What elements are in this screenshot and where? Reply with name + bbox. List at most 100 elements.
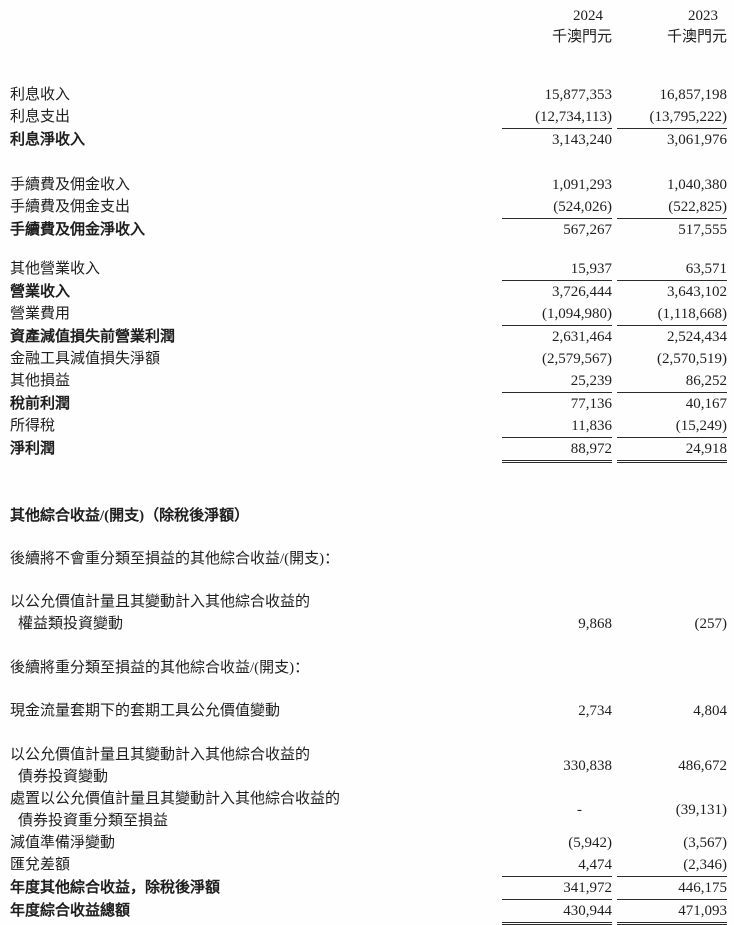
row-label: 所得稅 — [10, 418, 56, 434]
value-2024: 15,877,353 — [544, 87, 613, 103]
row-label: 營業費用 — [10, 306, 71, 322]
table-row: 利息收入 15,877,353 16,857,198 — [10, 84, 727, 106]
section-heading: 後續將不會重分類至損益的其他綜合收益/(開支)： — [10, 551, 340, 567]
table-row: 處置以公允價值計量且其變動計入其他綜合收益的 債券投資重分類至損益 - (39,131… — [10, 788, 727, 832]
row-label: 減值準備淨變動 — [10, 835, 116, 851]
value-2024: (5,942) — [568, 835, 612, 851]
table-row: 手續費及佣金收入 1,091,293 1,040,380 — [10, 174, 727, 196]
value-2023: 63,571 — [617, 258, 727, 281]
row-label: 其他營業收入 — [10, 261, 101, 277]
value-2024: 2,631,464 — [552, 329, 612, 345]
row-label: 金融工具減值損失淨額 — [10, 351, 161, 367]
value-2023: (1,118,668) — [617, 303, 727, 326]
row-label: 匯兌差額 — [10, 857, 71, 873]
year-2024-header: 2024 — [573, 8, 603, 24]
value-2024: 430,944 — [502, 900, 612, 925]
value-2023: 486,672 — [678, 758, 727, 774]
row-label: 處置以公允價值計量且其變動計入其他綜合收益的 債券投資重分類至損益 — [10, 788, 502, 832]
row-label: 利息支出 — [10, 109, 71, 125]
row-label: 淨利潤 — [10, 441, 56, 457]
unit-2024-header: 千澳門元 — [551, 29, 612, 45]
value-2023: 40,167 — [685, 396, 727, 412]
row-label: 利息淨收入 — [10, 132, 86, 148]
row-label: 以公允價值計量且其變動計入其他綜合收益的權益類投資變動 — [10, 591, 502, 635]
header-spacer — [10, 27, 502, 48]
table-row: 年度其他綜合收益，除稅後淨額 341,972 446,175 — [10, 877, 727, 900]
section-heading-row: 後續將不會重分類至損益的其他綜合收益/(開支)： — [10, 548, 727, 570]
value-2023: 2,524,434 — [667, 329, 727, 345]
value-2024: 330,838 — [563, 758, 612, 774]
row-label: 稅前利潤 — [10, 396, 71, 412]
value-2023: 3,061,976 — [667, 132, 727, 148]
unit-2023-header: 千澳門元 — [666, 29, 727, 45]
row-label: 現金流量套期下的套期工具公允價值變動 — [10, 703, 281, 719]
value-2023: 471,093 — [617, 900, 727, 925]
value-2023: 446,175 — [617, 877, 727, 900]
value-2024: (524,026) — [502, 196, 612, 219]
table-row: 其他營業收入 15,937 63,571 — [10, 258, 727, 281]
table-row: 以公允價值計量且其變動計入其他綜合收益的債券投資變動 330,838 486,672 — [10, 744, 727, 788]
section-heading-row: 其他綜合收益/(開支)（除稅後淨額） — [10, 505, 727, 527]
table-row: 年度綜合收益總額 430,944 471,093 — [10, 900, 727, 925]
value-2023: (15,249) — [617, 415, 727, 438]
row-label-line: 債券投資重分類至損益 — [18, 813, 169, 829]
year-2023-header: 2023 — [688, 8, 718, 24]
row-label-line: 以公允價值計量且其變動計入其他綜合收益的 — [10, 747, 311, 763]
value-2023: 86,252 — [617, 370, 727, 393]
value-2023: (13,795,222) — [617, 106, 727, 129]
row-label: 以公允價值計量且其變動計入其他綜合收益的債券投資變動 — [10, 744, 502, 788]
value-2024: 567,267 — [563, 222, 612, 238]
year-header-row: 2024 2023 — [10, 6, 727, 27]
header-spacer — [10, 6, 502, 27]
table-row: 營業費用 (1,094,980) (1,118,668) — [10, 303, 727, 326]
value-2024: 9,868 — [578, 616, 612, 632]
value-2023: 4,804 — [693, 703, 727, 719]
table-row: 匯兌差額 4,474 (2,346) — [10, 854, 727, 877]
value-2024: 4,474 — [502, 854, 612, 877]
row-label: 資產減值損失前營業利潤 — [10, 329, 176, 345]
statement-rows: 利息收入 15,877,353 16,857,198 利息支出 (12,734,113)… — [10, 84, 727, 925]
section-heading: 其他綜合收益/(開支)（除稅後淨額） — [10, 508, 250, 524]
value-2024: 77,136 — [570, 396, 612, 412]
row-label: 手續費及佣金支出 — [10, 199, 131, 215]
value-2023: 16,857,198 — [659, 87, 728, 103]
row-label-line: 以公允價值計量且其變動計入其他綜合收益的 — [10, 594, 311, 610]
row-label: 營業收入 — [10, 284, 71, 300]
value-2023: (2,346) — [617, 854, 727, 877]
table-row: 減值準備淨變動 (5,942) (3,567) — [10, 832, 727, 854]
value-2024: 11,836 — [502, 415, 612, 438]
table-row: 淨利潤 88,972 24,918 — [10, 438, 727, 463]
value-2023: 517,555 — [678, 222, 727, 238]
row-label: 利息收入 — [10, 87, 71, 103]
row-label-line: 債券投資變動 — [18, 769, 109, 785]
value-2024: (12,734,113) — [502, 106, 612, 129]
value-2023: 24,918 — [617, 438, 727, 463]
value-2023: (257) — [694, 616, 728, 632]
table-row: 手續費及佣金淨收入 567,267 517,555 — [10, 219, 727, 241]
table-row: 現金流量套期下的套期工具公允價值變動 2,734 4,804 — [10, 700, 727, 722]
table-row: 其他損益 25,239 86,252 — [10, 370, 727, 393]
value-2024: 88,972 — [502, 438, 612, 463]
value-2023: 1,040,380 — [667, 177, 727, 193]
value-2023: (39,131) — [675, 802, 727, 818]
row-label: 手續費及佣金收入 — [10, 177, 131, 193]
table-row: 資產減值損失前營業利潤 2,631,464 2,524,434 — [10, 326, 727, 348]
value-2024: 1,091,293 — [552, 177, 612, 193]
unit-header-row: 千澳門元 千澳門元 — [10, 27, 727, 48]
value-2024: 3,726,444 — [552, 284, 612, 300]
value-2024: 3,143,240 — [552, 132, 612, 148]
table-row: 營業收入 3,726,444 3,643,102 — [10, 281, 727, 303]
value-2023: (522,825) — [617, 196, 727, 219]
row-label: 年度綜合收益總額 — [10, 903, 131, 919]
table-row: 所得稅 11,836 (15,249) — [10, 415, 727, 438]
value-2024: (1,094,980) — [502, 303, 612, 326]
value-2024: (2,579,567) — [542, 351, 612, 367]
value-2023: 3,643,102 — [667, 284, 727, 300]
value-2024: 341,972 — [502, 877, 612, 900]
table-row: 利息支出 (12,734,113) (13,795,222) — [10, 106, 727, 129]
value-2024: - — [577, 802, 582, 818]
value-2024: 2,734 — [578, 703, 612, 719]
row-label: 年度其他綜合收益，除稅後淨額 — [10, 880, 221, 896]
value-2023: (3,567) — [683, 835, 727, 851]
row-label-line: 權益類投資變動 — [18, 616, 124, 632]
